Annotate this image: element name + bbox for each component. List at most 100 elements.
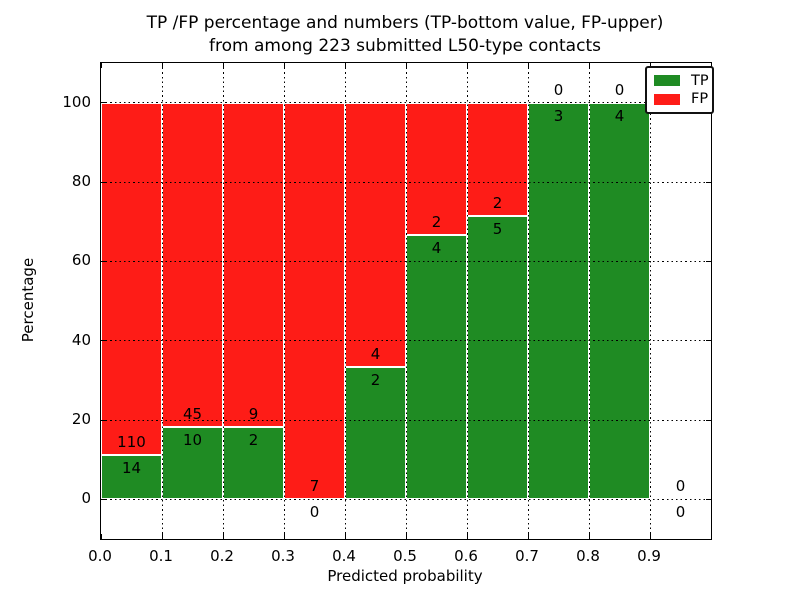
legend: TP FP xyxy=(645,66,714,114)
y-tick-mark xyxy=(706,181,711,183)
fp-count-label: 0 xyxy=(675,477,686,496)
fp-count-label: 0 xyxy=(614,80,625,99)
fp-count-label: 7 xyxy=(309,477,320,496)
fp-count-label: 45 xyxy=(182,405,203,424)
plot-area: 110 14 45 10 9 2 7 0 4 2 2 4 2 5 0 3 0 4 0 0 xyxy=(100,62,712,540)
vertical-gridline xyxy=(344,63,346,539)
legend-label-tp: TP xyxy=(691,72,709,89)
bar-segment-fp xyxy=(101,102,162,455)
x-tick-mark xyxy=(222,534,224,539)
vertical-gridline xyxy=(161,63,163,539)
x-tick-label: 0.0 xyxy=(88,547,112,565)
chart-title-line-1: TP /FP percentage and numbers (TP-bottom… xyxy=(146,13,664,33)
tp-count-label: 0 xyxy=(309,503,320,522)
bar-segment-tp xyxy=(589,102,650,500)
y-tick-label: 40 xyxy=(71,330,91,349)
x-tick-mark xyxy=(100,63,102,68)
chart-title-line-2: from among 223 submitted L50-type contac… xyxy=(209,36,601,56)
bar-segment-fp xyxy=(467,102,528,216)
bar-segment-tp xyxy=(223,427,284,500)
fp-color-swatch-icon xyxy=(654,93,680,105)
vertical-gridline xyxy=(649,63,651,539)
x-tick-mark xyxy=(588,534,590,539)
x-tick-mark xyxy=(283,63,285,68)
x-tick-label: 0.5 xyxy=(393,547,417,565)
vertical-gridline xyxy=(222,63,224,539)
tp-count-label: 4 xyxy=(614,106,625,125)
y-tick-label: 100 xyxy=(62,92,91,111)
legend-entry-fp: FP xyxy=(654,91,709,108)
y-tick-mark xyxy=(101,181,106,183)
x-tick-mark xyxy=(405,534,407,539)
vertical-gridline xyxy=(527,63,529,539)
bar-segment-tp xyxy=(406,234,467,500)
bar-segment-tp xyxy=(528,102,589,500)
tp-count-label: 0 xyxy=(675,503,686,522)
tp-color-swatch-icon xyxy=(654,75,680,87)
fp-count-label: 2 xyxy=(431,212,442,231)
y-tick-mark xyxy=(101,260,106,263)
y-tick-mark xyxy=(706,340,711,342)
y-tick-mark xyxy=(101,498,106,501)
x-tick-mark xyxy=(100,534,102,539)
horizontal-gridline xyxy=(101,181,711,183)
y-tick-label: 60 xyxy=(71,251,91,270)
x-tick-label: 0.7 xyxy=(515,547,539,565)
y-tick-mark xyxy=(101,419,106,421)
x-tick-mark xyxy=(527,63,529,68)
tp-count-label: 2 xyxy=(248,431,259,450)
y-tick-label: 0 xyxy=(81,489,91,508)
bar-segment-tp xyxy=(162,427,223,500)
y-tick-mark xyxy=(101,340,106,342)
x-tick-mark xyxy=(527,534,529,539)
x-tick-mark xyxy=(466,534,468,539)
x-tick-mark xyxy=(649,534,651,539)
bar-segment-fp xyxy=(406,102,467,235)
horizontal-gridline xyxy=(101,340,711,342)
horizontal-gridline xyxy=(101,419,711,421)
tp-count-label: 14 xyxy=(121,458,142,477)
fp-count-label: 110 xyxy=(117,432,146,451)
chart-title: TP /FP percentage and numbers (TP-bottom… xyxy=(0,12,800,58)
horizontal-gridline xyxy=(101,102,711,104)
vertical-gridline xyxy=(405,63,407,539)
x-tick-label: 0.9 xyxy=(637,547,661,565)
fp-count-label: 2 xyxy=(492,194,503,212)
vertical-gridline xyxy=(466,63,468,539)
y-tick-label: 80 xyxy=(71,172,91,190)
vertical-gridline xyxy=(588,63,590,539)
tp-count-label: 4 xyxy=(431,238,442,257)
x-tick-label: 0.4 xyxy=(332,547,356,565)
legend-entry-tp: TP xyxy=(654,73,709,89)
x-tick-label: 0.6 xyxy=(454,547,478,565)
bar-segment-fp xyxy=(223,102,284,428)
y-tick-mark xyxy=(706,260,711,263)
x-tick-mark xyxy=(466,63,468,68)
tp-count-label: 10 xyxy=(182,431,203,450)
x-tick-mark xyxy=(283,534,285,539)
bar-segment-fp xyxy=(162,102,223,428)
x-axis-label: Predicted probability xyxy=(327,567,483,585)
x-tick-mark xyxy=(344,63,346,68)
y-tick-mark xyxy=(706,498,711,501)
y-tick-mark xyxy=(101,102,106,104)
horizontal-gridline xyxy=(101,260,711,262)
x-tick-mark xyxy=(588,63,590,68)
x-tick-label: 0.3 xyxy=(271,547,295,565)
x-tick-mark xyxy=(344,534,346,539)
tp-count-label: 2 xyxy=(370,371,381,390)
x-tick-mark xyxy=(222,63,224,68)
y-tick-mark xyxy=(706,419,711,421)
x-tick-mark xyxy=(405,63,407,68)
fp-count-label: 0 xyxy=(553,80,564,99)
bar-segment-fp xyxy=(284,102,345,500)
x-tick-mark xyxy=(161,63,163,68)
tp-count-label: 3 xyxy=(553,106,564,125)
fp-count-label: 4 xyxy=(370,345,381,364)
tp-count-label: 5 xyxy=(492,220,503,238)
legend-label-fp: FP xyxy=(691,91,709,108)
y-axis-label: Percentage xyxy=(19,257,37,343)
fp-count-label: 9 xyxy=(248,405,259,424)
bar-segment-fp xyxy=(345,102,406,368)
